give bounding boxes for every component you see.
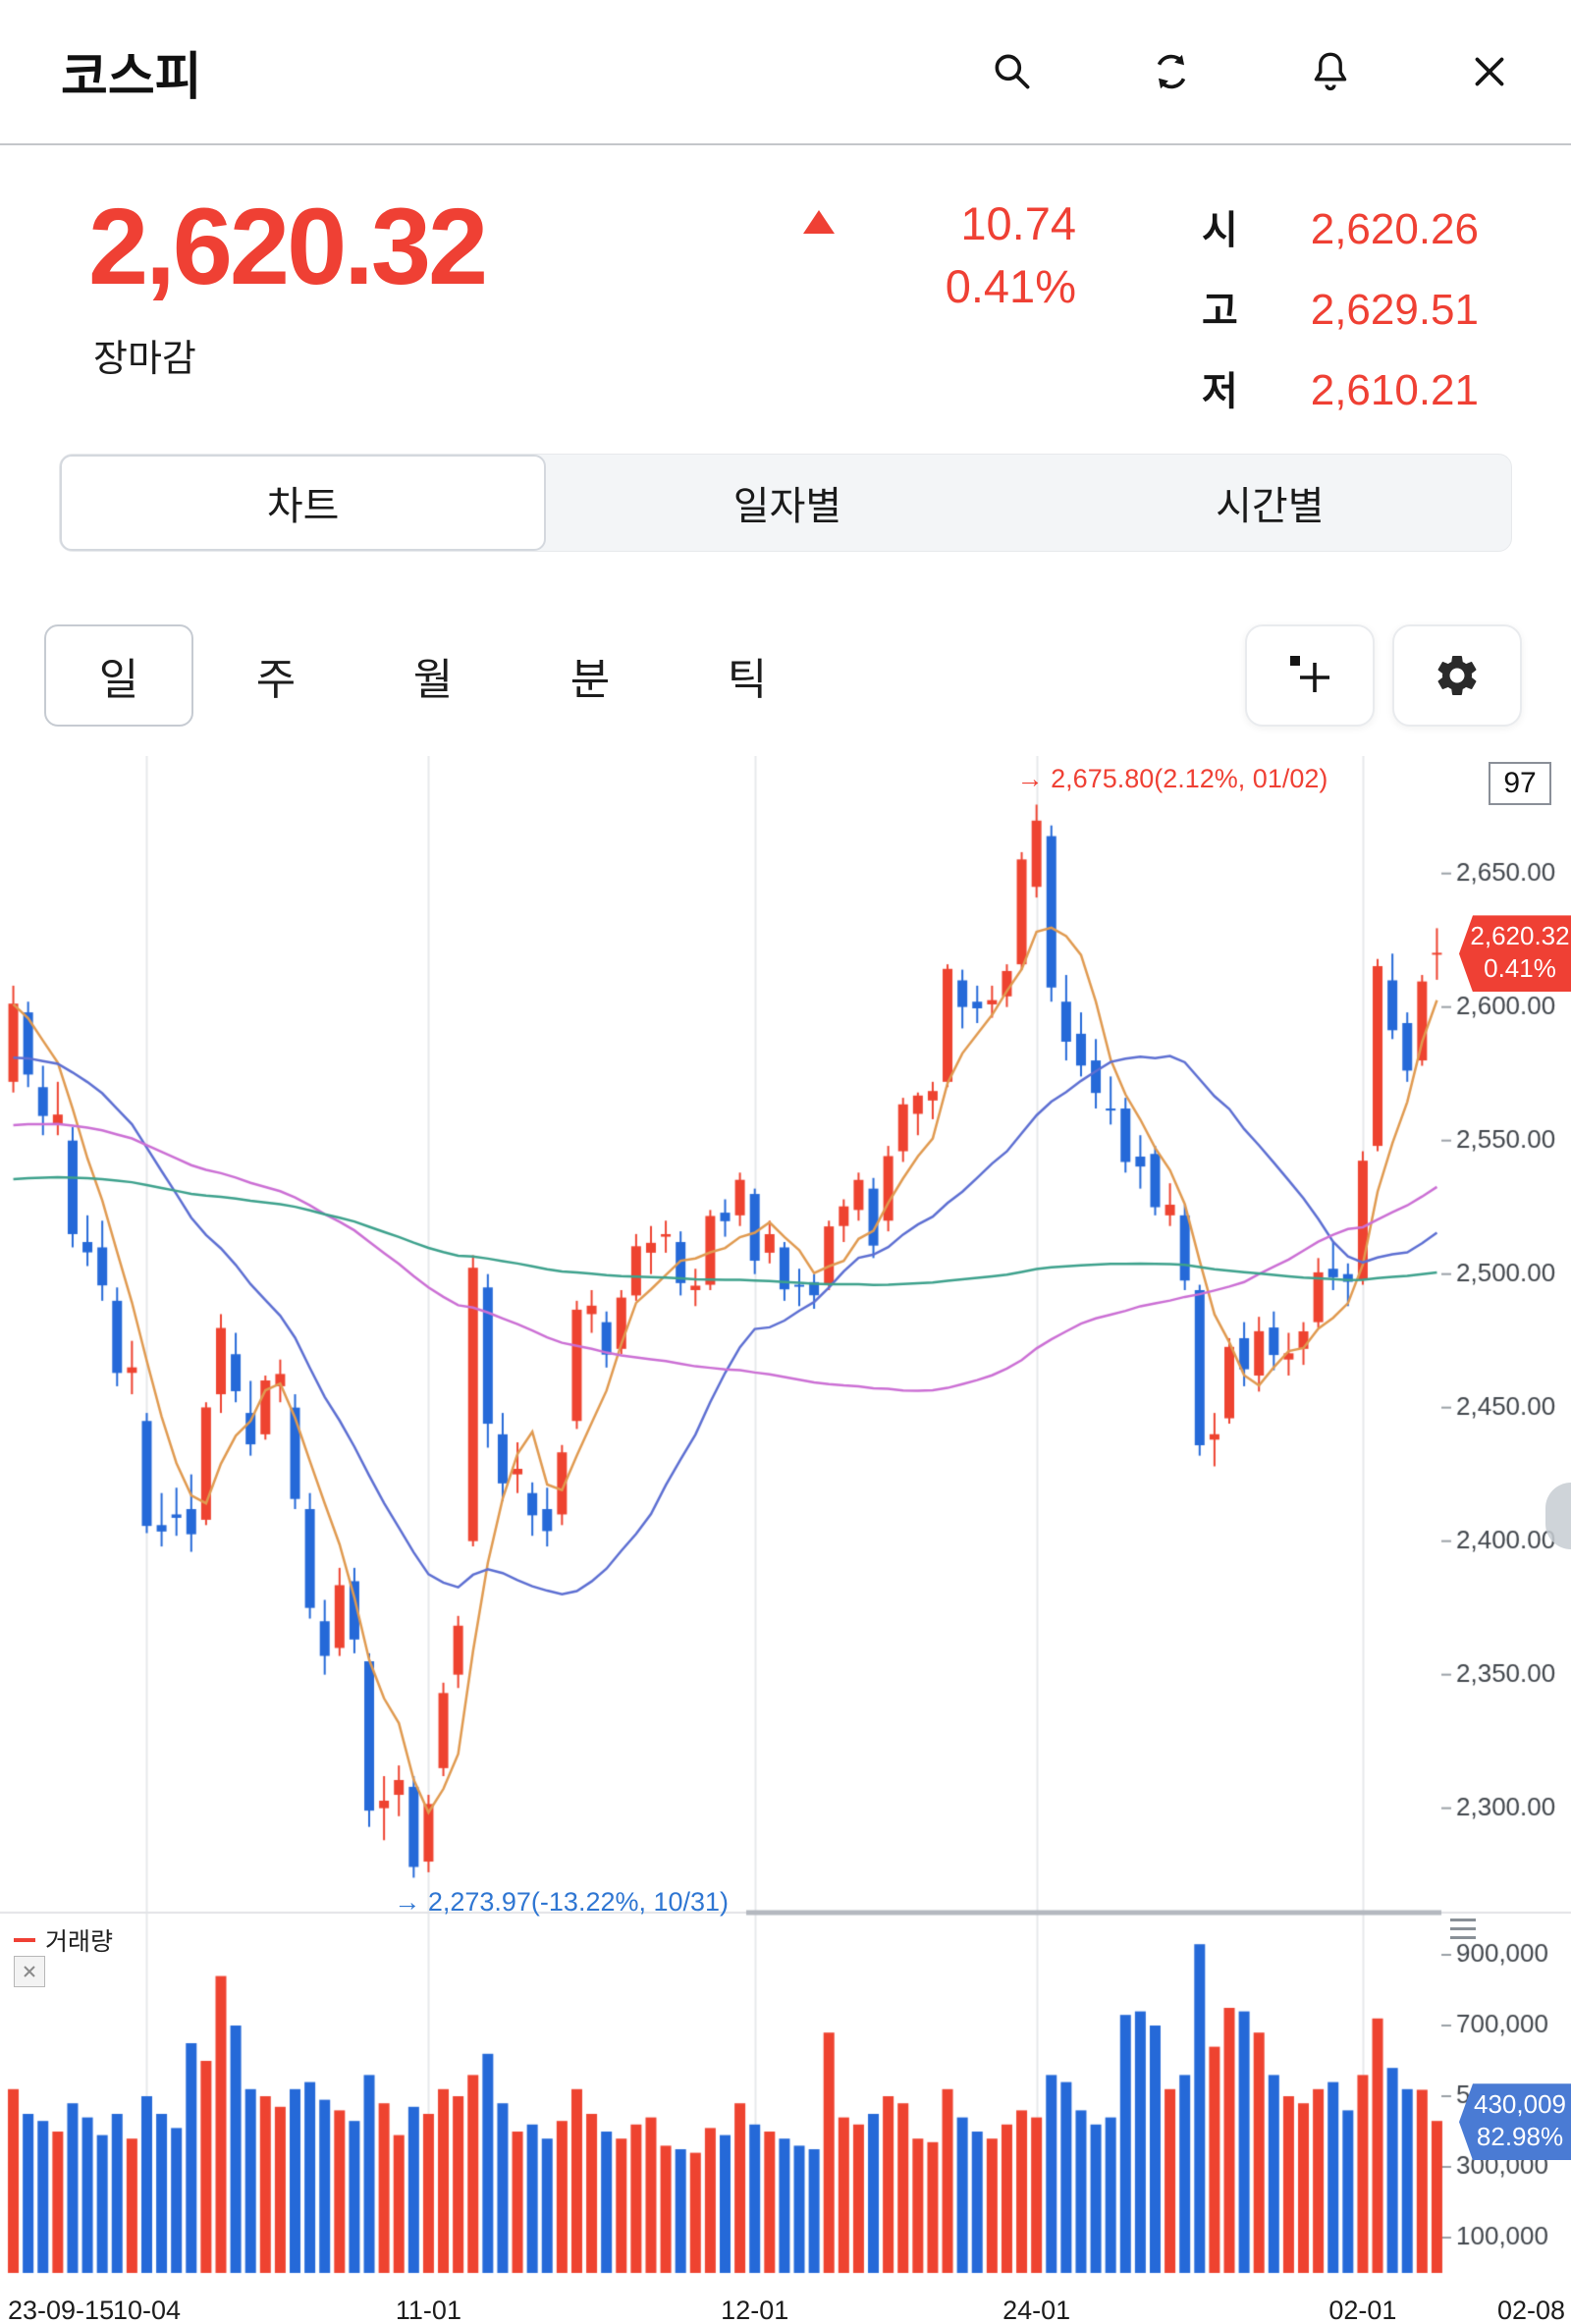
period-tick[interactable]: 틱 bbox=[727, 656, 768, 704]
search-icon[interactable] bbox=[988, 47, 1037, 96]
current-price-badge-percent: 0.41% bbox=[1484, 953, 1556, 984]
current-index-value: 2,620.32 bbox=[88, 187, 488, 307]
high-annotation: → 2,675.80(2.12%, 01/02) bbox=[1016, 763, 1328, 793]
change-value: 10.74 bbox=[960, 197, 1076, 249]
open-label: 시 bbox=[1202, 209, 1238, 252]
page-title: 코스피 bbox=[61, 48, 202, 106]
x-axis-label: 10-04 bbox=[112, 2296, 181, 2324]
chart-scroll-handle[interactable] bbox=[1545, 1483, 1571, 1549]
close-icon[interactable] bbox=[1465, 47, 1514, 96]
volume-legend-label: 거래량 bbox=[45, 1928, 114, 1956]
high-value: 2,629.51 bbox=[1310, 286, 1479, 334]
open-row: 시 2,620.26 bbox=[1202, 198, 1479, 255]
view-tabbar: 차트 일자별 시간별 bbox=[59, 454, 1512, 552]
gear-icon bbox=[1437, 656, 1477, 695]
current-price-badge: 2,620.32 0.41% bbox=[1459, 915, 1571, 993]
low-annotation: → 2,273.97(-13.22%, 10/31) bbox=[394, 1887, 730, 1918]
high-label: 고 bbox=[1202, 290, 1238, 333]
volume-legend-dash-icon bbox=[14, 1938, 35, 1942]
header-icons bbox=[988, 47, 1571, 96]
chart-toolbar: 일 주 월 분 틱 bbox=[0, 624, 1571, 729]
period-group: 일 주 월 분 틱 bbox=[44, 624, 822, 727]
tab-hourly[interactable]: 시간별 bbox=[1216, 485, 1325, 528]
period-minute[interactable]: 분 bbox=[569, 656, 611, 704]
current-volume-badge: 430,009 82.98% bbox=[1459, 2083, 1571, 2161]
low-row: 저 2,610.21 bbox=[1202, 359, 1479, 416]
price-volume-chart[interactable] bbox=[0, 756, 1571, 2284]
current-volume-badge-value: 430,009 bbox=[1474, 2089, 1566, 2120]
low-value: 2,610.21 bbox=[1310, 366, 1479, 414]
small-close-icon bbox=[24, 1966, 35, 1977]
change-block: 10.74 0.41% bbox=[854, 192, 1076, 318]
tab-daily[interactable]: 일자별 bbox=[732, 485, 842, 528]
volume-legend-close-button[interactable] bbox=[14, 1956, 45, 1987]
panel-resize-grip[interactable] bbox=[1450, 1919, 1476, 1940]
open-value: 2,620.26 bbox=[1310, 205, 1479, 253]
crosshair-plus-icon bbox=[1290, 656, 1329, 692]
tab-chart[interactable]: 차트 bbox=[60, 455, 547, 551]
x-axis-label: 02-08 bbox=[1496, 2296, 1565, 2324]
change-percent: 0.41% bbox=[945, 260, 1076, 312]
x-axis-label: 24-01 bbox=[1002, 2296, 1071, 2324]
x-axis-label: 12-01 bbox=[721, 2296, 789, 2324]
open-high-low-table: 시 2,620.26 고 2,629.51 저 2,610.21 bbox=[1202, 198, 1479, 440]
refresh-icon[interactable] bbox=[1147, 47, 1196, 96]
notification-bell-icon[interactable] bbox=[1306, 47, 1355, 96]
low-label: 저 bbox=[1202, 370, 1238, 413]
period-day[interactable]: 일 bbox=[44, 624, 193, 727]
x-axis-labels: 23-09-15 10-04 11-01 12-01 24-01 02-01 02-08 bbox=[0, 2296, 1571, 2324]
market-status-label: 장마감 bbox=[93, 339, 196, 380]
x-axis-label: 23-09-15 bbox=[8, 2296, 115, 2324]
volume-legend: 거래량 bbox=[14, 1922, 113, 1958]
up-arrow-icon bbox=[803, 210, 835, 234]
x-axis-label: 02-01 bbox=[1328, 2296, 1397, 2324]
app-header: 코스피 bbox=[0, 0, 1571, 145]
period-month[interactable]: 월 bbox=[412, 656, 454, 704]
add-indicator-button[interactable] bbox=[1245, 624, 1375, 727]
candle-count-badge: 97 bbox=[1489, 762, 1551, 805]
chart-section: 97 → 2,675.80(2.12%, 01/02) → 2,273.97(-… bbox=[0, 756, 1571, 2324]
x-axis-label: 11-01 bbox=[395, 2296, 461, 2324]
chart-settings-button[interactable] bbox=[1392, 624, 1522, 727]
current-volume-badge-percent: 82.98% bbox=[1476, 2122, 1564, 2152]
period-week[interactable]: 주 bbox=[255, 656, 297, 704]
current-price-badge-value: 2,620.32 bbox=[1470, 921, 1570, 951]
high-row: 고 2,629.51 bbox=[1202, 279, 1479, 336]
